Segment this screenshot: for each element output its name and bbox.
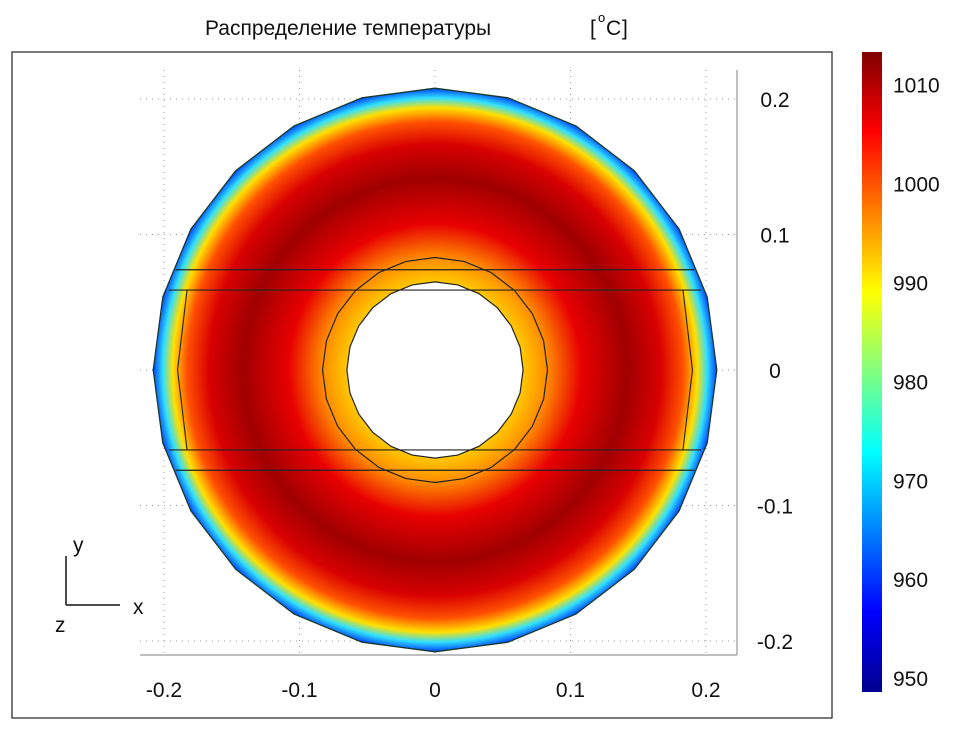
triad-z-label: z <box>55 614 66 637</box>
y-tick-label: -0.1 <box>757 496 793 519</box>
geometry-edges <box>152 87 718 653</box>
band-side-edge <box>682 289 694 451</box>
colorbar-tick-labels: 1010 1000 990 980 970 960 950 <box>893 75 940 692</box>
plot-title: Распределение температуры <box>205 17 491 40</box>
axis-triad: y x z <box>55 534 144 637</box>
band-side-edge <box>176 289 188 451</box>
y-tick-labels: 0.2 0.1 0 -0.1 -0.2 <box>757 89 793 654</box>
colorbar-tick-label: 960 <box>893 569 928 592</box>
unit-superscript: o <box>598 10 605 25</box>
x-tick-label: 0.1 <box>556 679 585 702</box>
unit-letter: C <box>606 17 621 40</box>
outer-boundary <box>152 87 718 653</box>
y-tick-label: 0.2 <box>760 89 789 112</box>
y-tick-label: 0.1 <box>760 225 789 248</box>
triad-y-label: y <box>73 534 84 557</box>
y-tick-label: 0 <box>769 360 781 383</box>
x-tick-label: -0.1 <box>281 679 317 702</box>
inner-ring-boundary <box>321 256 549 484</box>
colorbar-tick-label: 970 <box>893 470 928 493</box>
colorbar <box>862 52 882 692</box>
y-tick-label: -0.2 <box>757 631 793 654</box>
colorbar-tick-label: 990 <box>893 272 928 295</box>
unit-bracket-open: [ <box>590 17 596 40</box>
colorbar-tick-label: 1010 <box>893 75 940 98</box>
inner-hole <box>346 281 524 459</box>
x-tick-label: 0.2 <box>691 679 720 702</box>
x-tick-label: 0 <box>429 679 441 702</box>
unit-bracket-close: ] <box>622 17 628 40</box>
x-tick-labels: -0.2 -0.1 0 0.1 0.2 <box>146 679 721 702</box>
colorbar-tick-label: 950 <box>893 668 928 691</box>
colorbar-tick-label: 1000 <box>893 174 940 197</box>
triad-x-label: x <box>133 596 144 619</box>
x-tick-label: -0.2 <box>146 679 182 702</box>
colorbar-tick-label: 980 <box>893 371 928 394</box>
